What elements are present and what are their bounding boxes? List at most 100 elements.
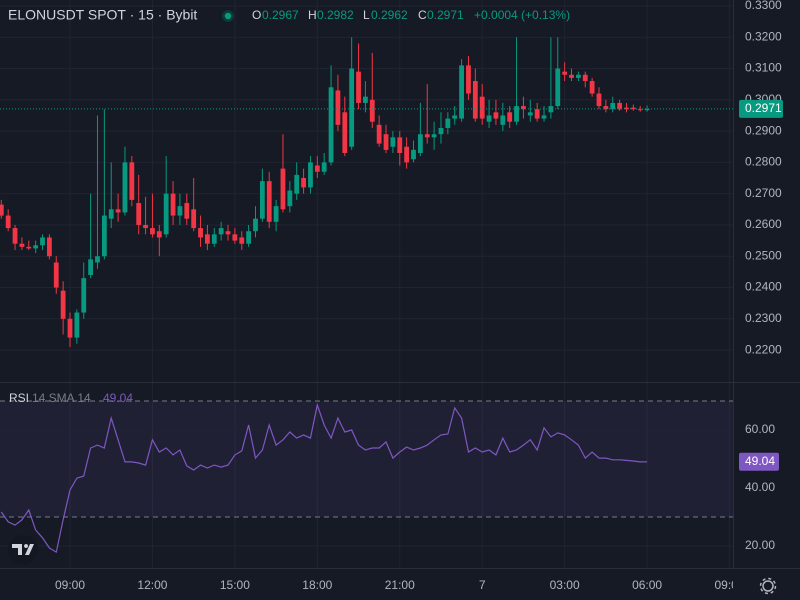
x-tick-label: 18:00 [302,578,332,592]
rsi-band-fill [0,400,733,517]
candle-body [541,115,547,119]
logo-bg [8,535,38,565]
candle-body [150,228,155,235]
rsi-line [0,402,648,554]
candle-body [438,127,444,135]
y-tick-label: 0.2900 [745,123,782,137]
candle-body [527,112,533,116]
x-tick-label: 09:00 [715,578,745,592]
y-tick-label: 0.2200 [745,342,782,356]
candle-body [349,68,355,147]
y-tick-label: 0.2600 [745,217,782,231]
candle-body [637,109,643,111]
candle-body [280,168,286,210]
candle-body [136,203,142,225]
x-tick-label: 03:00 [550,578,580,592]
indicator-name: RSI [9,391,29,405]
tv-logo [8,535,38,565]
candle-body [26,246,32,249]
candle-body [5,215,11,229]
candle-body [356,71,361,103]
indicator-legend: RSI 14 SMA 14 49.04 [9,391,133,405]
candle-body [514,106,519,122]
plot-layer [0,0,733,568]
candle-body [88,259,94,276]
x-tick-label: 7 [479,578,486,592]
y-tick-label: 20.00 [745,538,775,552]
candle-body [328,87,334,163]
candle-body [589,81,595,94]
symbol-title: ELONUSDT SPOT · 15 · Bybit [8,7,197,23]
candle-body [101,215,107,257]
y-tick-label: 0.2800 [745,155,782,169]
ohlc-label: L [363,8,370,22]
candle-body [239,237,245,244]
candle-body [67,318,73,338]
candle-body [383,134,389,150]
candle-body [596,93,602,107]
ohlc-value: 0.2971 [427,8,464,22]
candle-body [555,68,561,107]
ohlc-value: 0.2962 [371,8,408,22]
candle-body [376,124,382,144]
candle-body [33,245,39,249]
candle-body [493,112,499,119]
candle-body [184,203,190,219]
candle-body [225,231,231,235]
candle-body [363,96,368,103]
candle-body [108,209,114,219]
candle-body [548,106,554,113]
change-label: +0.0004 (+0.13%) [474,8,570,22]
gear-icon[interactable] [762,580,774,592]
candle-body [46,237,52,257]
candle-body [582,74,588,82]
candle-body [143,224,148,229]
candle-body [390,137,396,147]
candle-body [472,81,478,119]
candle-body [74,312,80,338]
price-axis: 0.2200 0.2300 0.2400 0.2500 0.2600 0.2700 0.28… [739,0,783,552]
candle-body [19,243,25,247]
candle-body [417,134,423,153]
ohlc-label: O [252,8,261,22]
x-tick-label: 06:00 [632,578,662,592]
candle-body [191,209,197,229]
candle-body [569,74,574,78]
candle-body [246,231,252,244]
candle-body [321,162,327,172]
ohlc-label: H [308,8,317,22]
indicator-value: 49.04 [103,391,133,405]
candle-body [40,237,45,246]
candle-body [198,228,203,238]
logo-mark [12,544,34,555]
last-price-box [739,99,783,118]
candle-body [95,256,100,263]
candle-body [232,234,238,241]
candle-body [129,162,135,200]
candle-body [603,106,609,110]
candle-body [342,112,348,153]
candle-body [452,115,458,119]
y-tick-label: 60.00 [745,422,775,436]
candle-body [12,228,18,244]
candle-body [610,102,616,110]
y-tick-label: 0.2500 [745,248,782,262]
indicator-params: 14 SMA 14 [32,391,91,405]
settings-icon[interactable] [759,577,777,595]
candle-body [624,107,629,110]
candle-body [479,96,485,119]
gear-teeth[interactable] [759,577,777,595]
candle-body [459,65,464,119]
candle-body [205,234,210,244]
y-tick-label: 0.3300 [745,0,782,12]
candle-body [335,90,341,125]
candle-body [534,109,540,119]
candle-body [397,137,403,153]
candle-body [308,162,313,188]
y-tick-label: 0.2300 [745,311,782,325]
candle-body [156,231,162,238]
ohlc-value: 0.2967 [262,8,299,22]
candle-body [287,190,293,207]
candle-body [507,112,513,122]
candle-body [301,178,306,188]
